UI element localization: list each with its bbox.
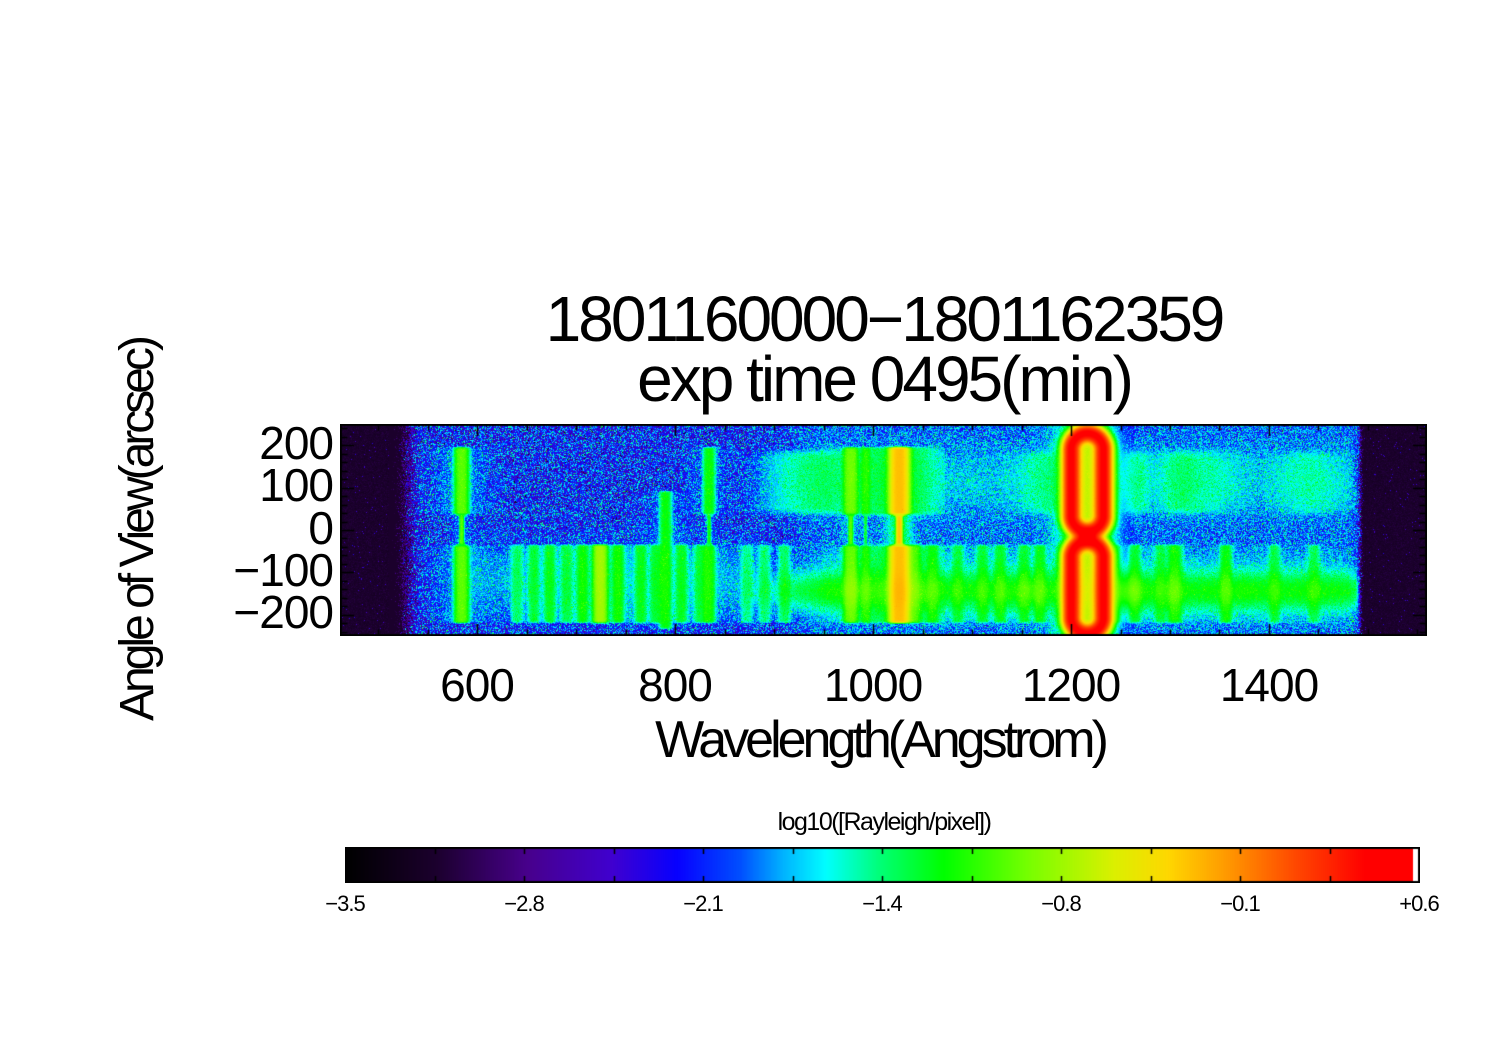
x-tick-label-1200: 1200 xyxy=(1021,659,1121,711)
colorbar-canvas xyxy=(345,847,1420,883)
y-tick-label-m100: −100 xyxy=(233,544,334,596)
x-tick-label-1000: 1000 xyxy=(823,659,923,711)
colorbar-tick-m2_8: −2.8 xyxy=(504,891,544,916)
colorbar-title: log10([Rayleigh/pixel]) xyxy=(777,808,992,836)
x-axis-title: Wavelength(Angstrom) xyxy=(655,711,1109,769)
colorbar-tick-p0_6: +0.6 xyxy=(1399,891,1439,916)
colorbar-tick-m0_8: −0.8 xyxy=(1041,891,1081,916)
colorbar-tick-m2_1: −2.1 xyxy=(683,891,723,916)
x-tick-label-800: 800 xyxy=(638,659,713,711)
y-tick-label-0: 0 xyxy=(308,502,334,554)
x-tick-label-600: 600 xyxy=(440,659,515,711)
plot-title-line1: 1801160000−1801162359 xyxy=(545,283,1226,355)
y-tick-label-m200: −200 xyxy=(233,586,334,638)
colorbar-tick-m3_5: −3.5 xyxy=(325,891,365,916)
plot-title-line2: exp time 0495(min) xyxy=(637,343,1134,415)
colorbar-tick-m1_4: −1.4 xyxy=(862,891,902,916)
x-tick-label-1400: 1400 xyxy=(1219,659,1319,711)
y-tick-label-200: 200 xyxy=(259,417,334,469)
y-tick-label-100: 100 xyxy=(259,459,334,511)
colorbar-tick-m0_1: −0.1 xyxy=(1220,891,1260,916)
spectrogram-canvas xyxy=(340,424,1427,636)
